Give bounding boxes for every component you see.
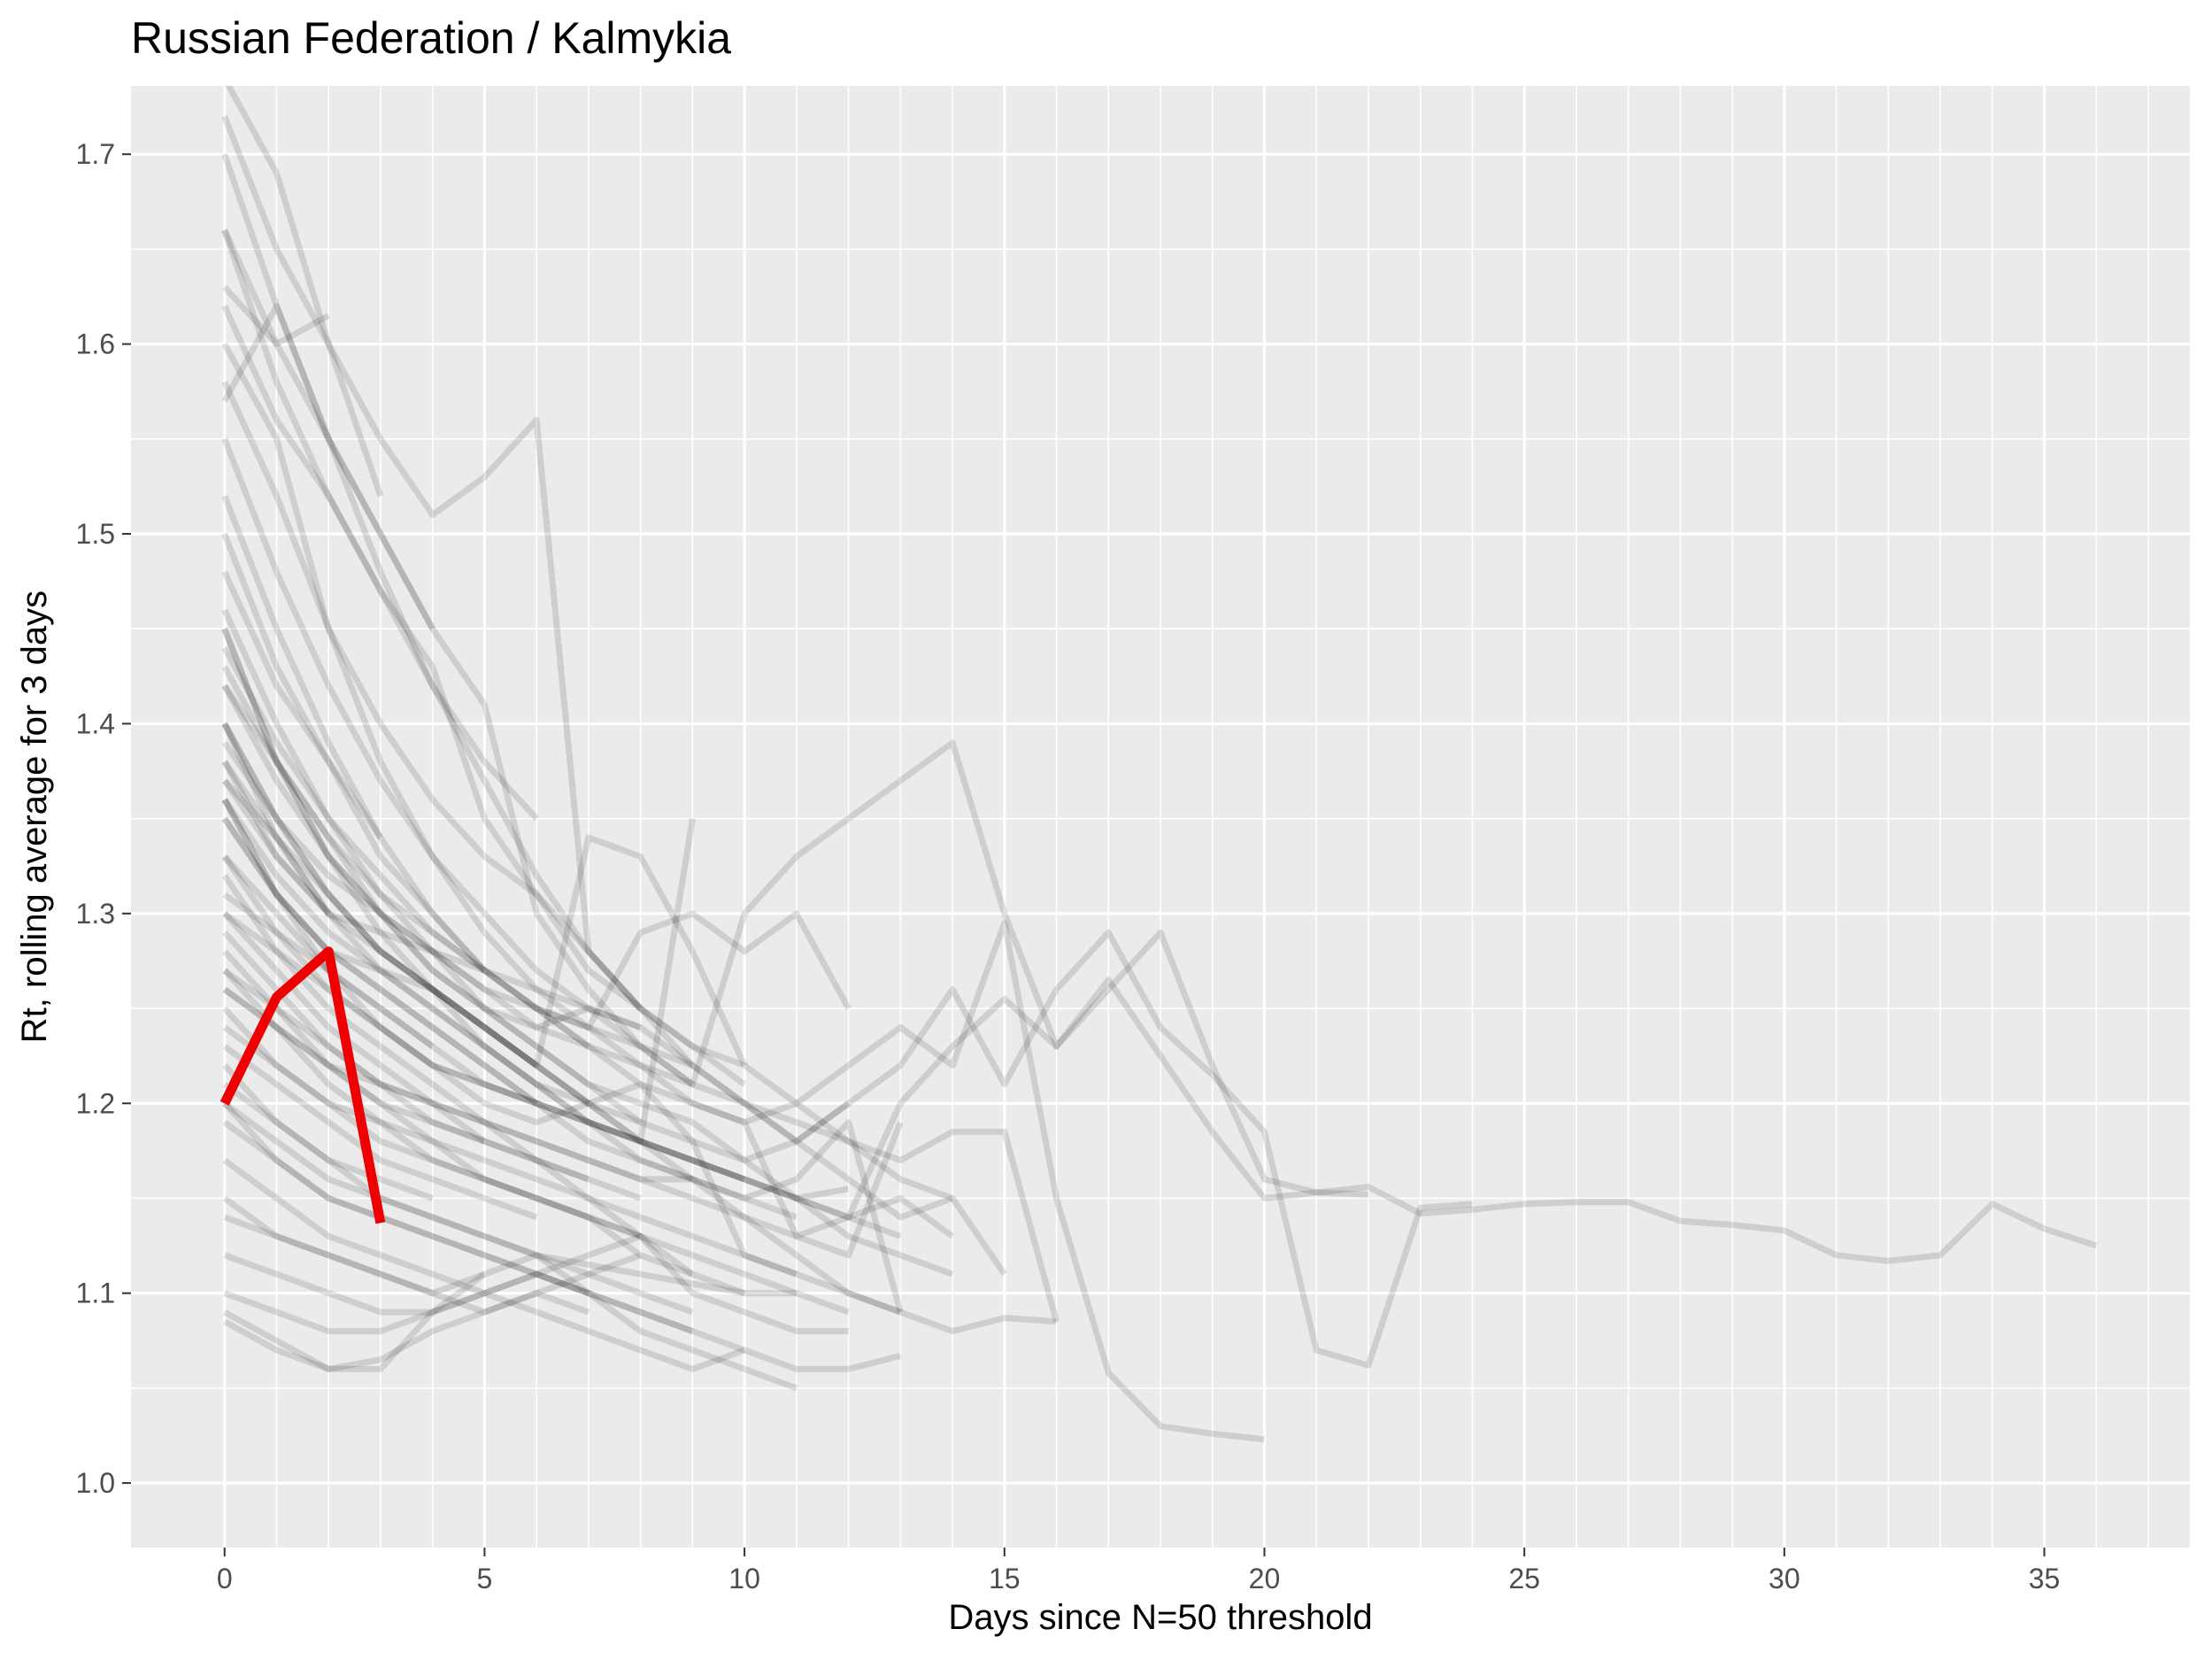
background-series-line [221, 722, 539, 1069]
background-series-line [221, 722, 1057, 1335]
background-series-line [221, 570, 383, 840]
y-tick-label: 1.1 [76, 1278, 115, 1309]
background-series-line [222, 1024, 798, 1278]
background-series-line [222, 1006, 642, 1239]
background-series-line [221, 627, 1265, 1443]
x-tick-label: 25 [1508, 1563, 1540, 1594]
background-series-line [221, 646, 487, 974]
background-series-line [223, 1290, 590, 1372]
background-series-line [221, 532, 904, 1259]
y-tick-label: 1.0 [76, 1467, 115, 1499]
background-series-line [223, 1270, 694, 1335]
background-series-line [223, 1232, 849, 1335]
background-series-line [222, 930, 590, 1183]
background-series-line [221, 115, 954, 1221]
background-series-line [222, 1195, 486, 1297]
chart-title: Russian Federation / Kalmykia [131, 13, 731, 63]
background-series-group [221, 86, 2098, 1443]
background-series-line [221, 153, 644, 1011]
x-tick-label: 35 [2029, 1563, 2061, 1594]
background-series-line [222, 1100, 902, 1372]
background-series-line [221, 683, 694, 1183]
y-tick-label: 1.6 [76, 328, 115, 360]
background-series-line [221, 798, 1473, 1369]
major-gridlines [131, 86, 2190, 1548]
background-series-line [221, 874, 642, 1201]
background-series-line [221, 665, 642, 1031]
background-series-line [222, 911, 1369, 1221]
background-series-line [221, 305, 1007, 1277]
background-series-line [221, 816, 798, 1221]
background-series-line [222, 911, 746, 1296]
background-series-line [222, 1119, 590, 1296]
y-axis-ticks: 1.0 1.1 1.2 1.3 1.4 1.5 1.6 1.7 [76, 138, 131, 1499]
background-series-line [221, 381, 852, 1031]
x-axis-title: Days since N=50 threshold [948, 1598, 1372, 1637]
background-series-line [222, 968, 904, 1314]
background-series-line [221, 739, 2098, 1264]
x-tick-label: 30 [1769, 1563, 1800, 1594]
background-series-line [221, 683, 954, 1278]
y-tick-label: 1.5 [76, 518, 115, 550]
background-series-line [221, 778, 331, 916]
background-series-line [221, 627, 851, 1145]
x-tick-label: 5 [477, 1563, 493, 1594]
y-tick-label: 1.2 [76, 1087, 115, 1119]
x-tick-label: 0 [217, 1563, 233, 1594]
minor-gridlines [131, 86, 2190, 1548]
background-series-line [222, 949, 850, 1316]
background-series-line [222, 986, 955, 1239]
y-tick-label: 1.7 [76, 138, 115, 170]
x-axis-ticks: 0 5 10 15 20 25 30 35 [217, 1548, 2061, 1594]
background-series-line [223, 1252, 798, 1392]
background-series-line [221, 760, 590, 1107]
background-series-line [221, 722, 748, 1069]
y-axis-title: Rt, rolling average for 3 days [15, 591, 54, 1043]
background-series-line [222, 1100, 797, 1297]
background-series-line [222, 1063, 694, 1316]
x-tick-label: 15 [989, 1563, 1021, 1594]
background-series-line [221, 228, 539, 821]
x-tick-label: 10 [728, 1563, 760, 1594]
highlight-series-group [220, 946, 386, 1224]
background-series-line [223, 1214, 642, 1316]
y-tick-label: 1.4 [76, 707, 115, 739]
background-series-line [221, 494, 590, 1049]
background-series-line [221, 608, 643, 1125]
background-series-line [222, 986, 694, 1278]
highlight-series-line [220, 946, 386, 1224]
background-series-line [221, 740, 694, 1069]
background-series-line [225, 86, 384, 498]
background-series-line [222, 284, 330, 348]
background-series-line [221, 437, 695, 1087]
x-tick-label: 20 [1249, 1563, 1281, 1594]
background-series-line [222, 778, 696, 1145]
background-series-line [222, 1044, 538, 1221]
y-tick-label: 1.3 [76, 898, 115, 930]
background-series-line [222, 1157, 746, 1372]
background-series-line [221, 798, 746, 1183]
background-series-line [221, 816, 539, 1107]
background-series-line [221, 228, 1060, 1323]
background-series-line [222, 1081, 434, 1201]
background-series-line [221, 303, 435, 630]
background-series-line [221, 342, 747, 1087]
